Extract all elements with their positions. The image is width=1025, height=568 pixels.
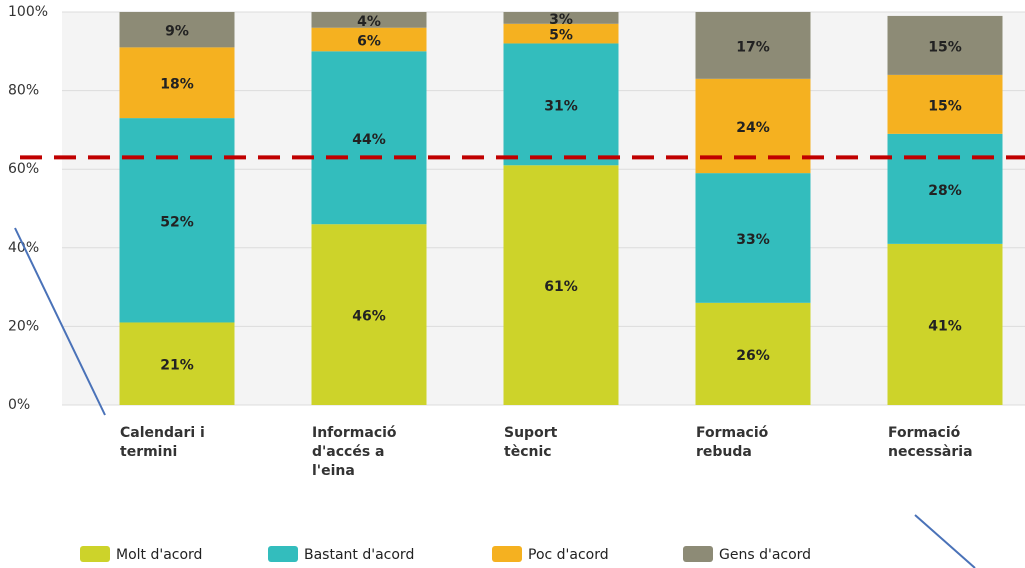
legend-label: Poc d'acord xyxy=(528,547,609,563)
data-label: 9% xyxy=(165,24,189,40)
data-label: 5% xyxy=(549,28,573,44)
data-label: 24% xyxy=(736,120,770,136)
legend-swatch xyxy=(80,546,110,562)
legend-swatch xyxy=(492,546,522,562)
data-label: 33% xyxy=(736,232,770,248)
bar-segment xyxy=(887,74,1003,134)
data-label: 46% xyxy=(352,309,386,325)
data-label: 15% xyxy=(928,39,962,55)
bar-segment xyxy=(503,23,619,44)
data-label: 44% xyxy=(352,132,386,148)
bar-segment xyxy=(311,224,427,405)
bar-segment xyxy=(119,12,235,48)
bar-segment xyxy=(695,173,811,303)
data-label: 61% xyxy=(544,279,578,295)
legend-label: Molt d'acord xyxy=(116,547,202,563)
data-label: 21% xyxy=(160,358,194,374)
arrow-line xyxy=(914,514,976,568)
bar-segment xyxy=(119,118,235,323)
x-tick-label: Formació rebuda xyxy=(696,425,769,460)
bar-segment xyxy=(887,133,1003,244)
data-label: 6% xyxy=(357,34,381,50)
bar-segment xyxy=(887,243,1003,405)
legend-swatch xyxy=(683,546,713,562)
data-label: 52% xyxy=(160,214,194,230)
bar-segment xyxy=(119,322,235,405)
data-label: 17% xyxy=(736,39,770,55)
data-label: 31% xyxy=(544,98,578,114)
legend-label: Bastant d'acord xyxy=(304,547,414,563)
y-tick-label: 60% xyxy=(8,161,39,177)
data-label: 4% xyxy=(357,14,381,30)
bar-segment xyxy=(503,165,619,405)
bar-segment xyxy=(119,47,235,119)
x-tick-label: Suport tècnic xyxy=(504,425,558,460)
legend-label: Gens d'acord xyxy=(719,547,811,563)
bar-segment xyxy=(311,51,427,225)
data-label: 18% xyxy=(160,77,194,93)
x-tick-label: Informació d'accés a l'eina xyxy=(312,425,397,479)
bar-segment xyxy=(887,15,1003,75)
bar-segment xyxy=(503,12,619,24)
data-label: 28% xyxy=(928,183,962,199)
bar-segment xyxy=(311,27,427,52)
data-label: 3% xyxy=(549,12,573,28)
bar-segment xyxy=(695,12,811,79)
legend-swatch xyxy=(268,546,298,562)
data-label: 26% xyxy=(736,348,770,364)
x-tick-label: Formació necessària xyxy=(888,425,973,460)
y-tick-label: 80% xyxy=(8,83,39,99)
bar-segment xyxy=(503,43,619,166)
data-label: 15% xyxy=(928,98,962,114)
y-tick-label: 0% xyxy=(8,397,30,413)
y-tick-label: 100% xyxy=(8,4,48,20)
x-tick-label: Calendari i termini xyxy=(120,425,205,460)
bar-segment xyxy=(311,12,427,28)
arrow-line xyxy=(14,227,106,416)
bar-segment xyxy=(695,302,811,405)
y-tick-label: 20% xyxy=(8,318,39,334)
data-label: 41% xyxy=(928,318,962,334)
